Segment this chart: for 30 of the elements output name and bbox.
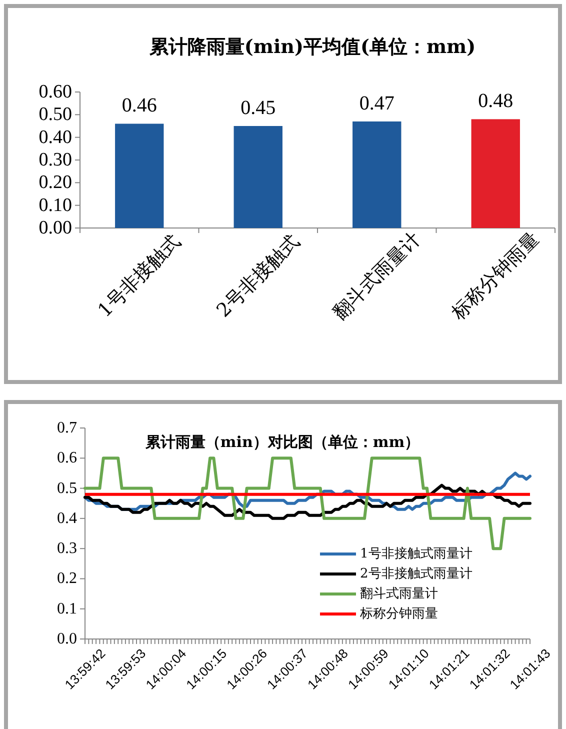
y-tick-label: 0.20: [38, 172, 72, 194]
y-tick-label: 0.3: [57, 540, 77, 558]
y-tick-label: 0.00: [38, 218, 72, 238]
data-label: 0.45: [240, 97, 276, 119]
y-tick-label: 0.40: [38, 126, 72, 148]
y-tick-label: 0.10: [38, 194, 72, 216]
data-label: 0.46: [122, 94, 157, 117]
data-label: 0.47: [359, 92, 394, 114]
x-tick-label: 1号非接触式: [94, 230, 186, 322]
x-tick-label: 标称分钟雨量: [446, 228, 544, 325]
y-tick-label: 0.1: [57, 600, 77, 618]
y-tick-label: 0.2: [57, 570, 77, 588]
legend-label: 2号非接触式雨量计: [360, 566, 472, 582]
line-series: [84, 484, 532, 520]
data-label: 0.48: [478, 90, 514, 112]
x-tick-label: 翻斗式雨量计: [328, 228, 425, 324]
y-tick-label: 0.5: [57, 480, 77, 497]
chart-title: 累计雨量（min）对比图（单位：mm）: [144, 433, 420, 451]
y-tick-label: 0.7: [57, 420, 77, 436]
y-tick-label: 0.30: [38, 150, 72, 170]
y-tick-label: 0.6: [57, 450, 77, 467]
legend-label: 标称分钟雨量: [359, 606, 438, 622]
chart-title: 累计降雨量(min)平均值(单位：mm): [148, 36, 476, 58]
y-tick-label: 0.50: [38, 104, 72, 126]
legend-label: 1号非接触式雨量计: [360, 546, 472, 562]
y-tick-label: 0.0: [57, 630, 77, 648]
y-tick-label: 0.4: [57, 510, 77, 527]
legend-label: 翻斗式雨量计: [360, 586, 438, 602]
y-tick-label: 0.60: [38, 82, 72, 102]
x-tick-label: 2号非接触式: [212, 230, 304, 322]
